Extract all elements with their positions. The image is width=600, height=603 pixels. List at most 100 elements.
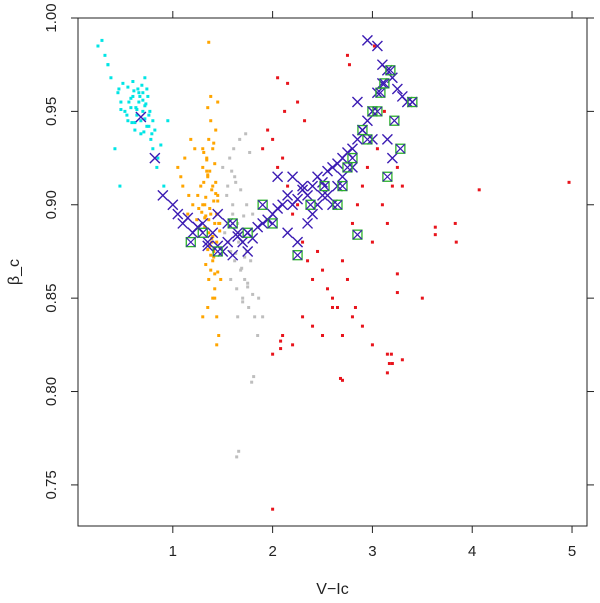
data-point-orange <box>215 212 219 216</box>
data-point-gray <box>230 169 234 173</box>
data-point-box <box>337 180 348 192</box>
data-point-cross <box>207 227 219 239</box>
data-point-cyan <box>127 100 131 104</box>
data-point-cyan <box>126 119 130 123</box>
y-tick-label: 0.95 <box>43 97 60 126</box>
data-point-cross <box>237 236 249 248</box>
y-axis-tick-labels: 0.75 0.80 0.85 0.90 0.95 1.00 <box>43 3 60 499</box>
data-point-cyan <box>151 147 155 151</box>
data-point-cross <box>391 83 403 95</box>
data-point-cyan <box>155 165 159 169</box>
data-point-orange <box>202 150 206 154</box>
data-point-cyan <box>129 96 133 100</box>
data-point-box-cross <box>395 143 406 154</box>
data-point-cross <box>202 240 214 252</box>
data-point-orange <box>193 147 197 151</box>
data-point-cyan <box>113 147 117 151</box>
data-point-box-cross <box>385 65 396 76</box>
data-point-orange <box>214 128 218 132</box>
data-point-gray <box>226 184 230 188</box>
data-point-cross <box>317 176 329 188</box>
data-point-box <box>379 78 390 89</box>
data-point-cyan <box>141 91 145 95</box>
data-point-red <box>400 358 404 362</box>
data-point-red <box>385 371 389 375</box>
data-point-red <box>291 343 295 347</box>
data-point-cyan <box>151 119 155 123</box>
data-point-orange <box>205 156 209 160</box>
data-point-orange <box>181 184 185 188</box>
data-point-cyan <box>141 109 145 113</box>
data-point-box-cross <box>337 181 348 192</box>
data-point-orange <box>204 214 208 218</box>
data-point-gray <box>256 334 260 337</box>
data-point-cyan <box>156 156 160 160</box>
data-point-gray <box>243 277 247 281</box>
data-point-orange <box>216 100 220 104</box>
data-point-gray <box>221 165 225 169</box>
data-point-red <box>321 268 325 272</box>
data-point-orange <box>208 207 212 210</box>
data-point-gray <box>247 305 251 309</box>
data-point-orange <box>200 210 204 214</box>
data-point-gray <box>231 203 235 207</box>
data-point-cross <box>167 199 179 211</box>
data-point-cyan <box>150 132 154 136</box>
data-point-cross <box>322 189 334 201</box>
data-point-orange <box>207 40 211 44</box>
data-point-gray <box>252 375 256 379</box>
data-point-gray <box>233 259 237 263</box>
x-tick-label: 4 <box>468 543 476 560</box>
data-point-cross <box>386 152 398 164</box>
data-point-cross <box>361 115 373 127</box>
data-point-orange <box>213 221 217 225</box>
data-point-gray <box>245 249 249 253</box>
data-point-cross <box>252 221 264 233</box>
data-point-box <box>242 227 253 238</box>
data-point-box-cross <box>375 87 386 98</box>
data-point-cyan <box>109 76 113 80</box>
x-tick-label: 5 <box>568 543 576 560</box>
data-point-orange <box>213 162 217 166</box>
data-point-box-cross <box>257 199 268 210</box>
data-point-box <box>362 134 373 145</box>
data-point-cross <box>272 203 284 214</box>
data-point-gray <box>249 259 253 263</box>
data-point-red <box>477 188 481 192</box>
data-point-box-cross <box>319 181 330 192</box>
data-point-red <box>281 156 285 160</box>
data-point-cyan <box>139 119 143 123</box>
data-point-orange <box>209 268 213 272</box>
data-point-orange <box>203 225 207 229</box>
data-point-box-cross <box>267 218 278 229</box>
data-point-box-cross <box>362 134 373 145</box>
data-point-gray <box>236 315 240 319</box>
data-point-cross <box>149 152 161 164</box>
data-point-red <box>382 109 386 113</box>
data-point-cyan <box>125 113 129 117</box>
data-point-red <box>276 76 280 80</box>
data-point-orange <box>199 184 203 188</box>
data-point-orange <box>209 212 213 216</box>
data-point-box-cross <box>185 237 196 248</box>
data-point-cyan <box>145 124 149 128</box>
data-point-red <box>390 362 394 366</box>
data-point-cross <box>282 227 294 239</box>
data-point-gray <box>229 277 233 281</box>
data-point-red <box>355 203 359 207</box>
data-point-red <box>316 249 320 253</box>
data-point-gray <box>232 147 236 151</box>
data-point-red <box>303 119 307 123</box>
data-point-cross <box>202 236 214 248</box>
data-point-red <box>279 339 283 343</box>
data-point-red <box>261 147 265 151</box>
data-point-cyan <box>119 108 123 112</box>
data-point-cyan <box>135 108 139 112</box>
data-point-red <box>296 203 300 207</box>
data-point-orange <box>206 106 210 110</box>
data-point-cyan <box>133 128 137 132</box>
data-point-box-cross <box>227 218 238 229</box>
plot-frame <box>77 17 588 527</box>
data-point-orange <box>204 195 208 199</box>
